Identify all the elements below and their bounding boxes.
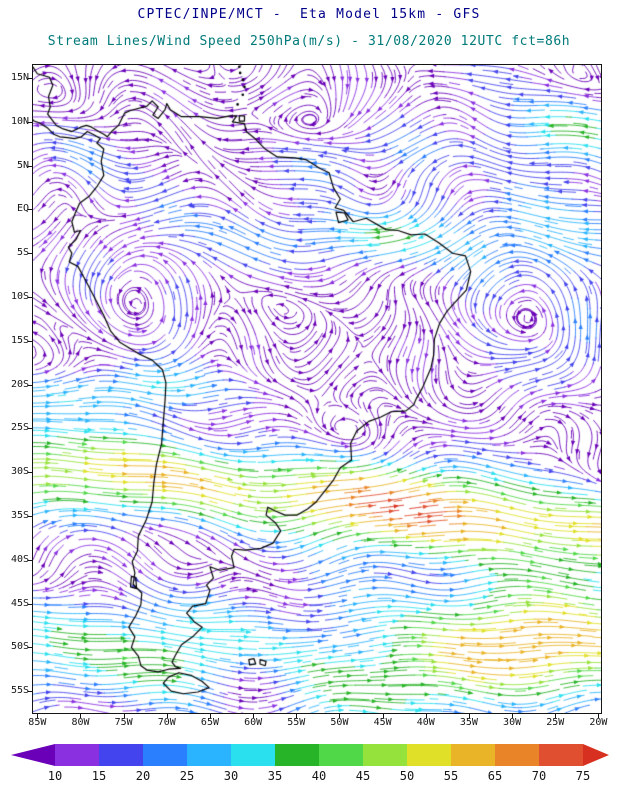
lat-tick-mark — [28, 691, 33, 693]
wind-speed-colorbar — [11, 744, 611, 766]
colorbar-label: 10 — [47, 769, 63, 783]
colorbar-label: 65 — [487, 769, 503, 783]
lat-tick-mark — [28, 297, 33, 299]
page-title: CPTEC/INPE/MCT - Eta Model 15km - GFS — [137, 7, 481, 22]
lon-tick-label: 65W — [200, 717, 219, 728]
lat-tick-mark — [28, 78, 33, 80]
lat-tick-mark — [28, 209, 33, 211]
colorbar-label: 15 — [91, 769, 107, 783]
lon-tick-mark — [37, 713, 39, 718]
lon-tick-label: 60W — [244, 717, 263, 728]
lon-tick-label: 20W — [589, 717, 608, 728]
colorbar-label: 35 — [267, 769, 283, 783]
lon-tick-label: 80W — [71, 717, 90, 728]
colorbar-segment — [451, 744, 495, 766]
lat-tick-mark — [28, 472, 33, 474]
lon-tick-mark — [80, 713, 82, 718]
lon-tick-mark — [296, 713, 298, 718]
lon-tick-mark — [598, 713, 600, 718]
lon-tick-mark — [253, 713, 255, 718]
colorbar-segment — [275, 744, 319, 766]
lon-tick-label: 70W — [157, 717, 176, 728]
colorbar-arrow-left — [11, 744, 55, 766]
lon-tick-mark — [555, 713, 557, 718]
lon-tick-label: 50W — [330, 717, 349, 728]
lat-tick-mark — [28, 428, 33, 430]
lon-tick-label: 55W — [287, 717, 306, 728]
lon-tick-mark — [166, 713, 168, 718]
colorbar-arrow-right — [583, 744, 609, 766]
lat-tick-label: 30S — [10, 466, 29, 478]
colorbar-segment — [495, 744, 539, 766]
lon-tick-mark — [382, 713, 384, 718]
lon-tick-label: 45W — [373, 717, 392, 728]
colorbar-label: 20 — [135, 769, 151, 783]
lat-tick-mark — [28, 384, 33, 386]
lat-tick-mark — [28, 165, 33, 167]
colorbar-segment — [231, 744, 275, 766]
colorbar-label: 55 — [443, 769, 459, 783]
streamline-map-canvas — [33, 65, 601, 713]
colorbar-label: 70 — [531, 769, 547, 783]
lat-tick-label: 40S — [10, 553, 29, 565]
lat-tick-label: 55S — [10, 685, 29, 697]
lon-tick-label: 40W — [416, 717, 435, 728]
colorbar-segment — [143, 744, 187, 766]
lon-tick-label: 25W — [546, 717, 565, 728]
lat-tick-mark — [28, 253, 33, 255]
colorbar-label: 30 — [223, 769, 239, 783]
colorbar-label: 45 — [355, 769, 371, 783]
lat-tick-mark — [28, 515, 33, 517]
lon-tick-mark — [425, 713, 427, 718]
lat-tick-mark — [28, 121, 33, 123]
lon-tick-label: 30W — [503, 717, 522, 728]
colorbar-segment — [187, 744, 231, 766]
colorbar-label: 50 — [399, 769, 415, 783]
lon-tick-mark — [209, 713, 211, 718]
lon-tick-mark — [123, 713, 125, 718]
lon-tick-mark — [512, 713, 514, 718]
lat-tick-label: 5N — [16, 159, 29, 171]
lon-tick-label: 35W — [459, 717, 478, 728]
colorbar-segment — [319, 744, 363, 766]
lat-tick-label: 45S — [10, 597, 29, 609]
colorbar-segment — [539, 744, 583, 766]
colorbar-labels: 10 15 20 25 30 35 40 45 50 55 65 70 75 — [11, 769, 611, 784]
colorbar-label: 25 — [179, 769, 195, 783]
lat-tick-mark — [28, 340, 33, 342]
lat-tick-label: 50S — [10, 641, 29, 653]
lon-tick-label: 85W — [28, 717, 47, 728]
colorbar-segment — [363, 744, 407, 766]
lon-tick-label: 75W — [114, 717, 133, 728]
colorbar-label: 75 — [575, 769, 591, 783]
lat-tick-label: 5S — [16, 247, 29, 259]
lat-tick-label: 25S — [10, 422, 29, 434]
lon-tick-mark — [339, 713, 341, 718]
lat-tick-label: 10S — [10, 291, 29, 303]
lat-tick-mark — [28, 559, 33, 561]
colorbar-segment — [99, 744, 143, 766]
lat-tick-mark — [28, 603, 33, 605]
lat-tick-label: 10N — [10, 115, 29, 127]
colorbar-segment — [55, 744, 99, 766]
lat-tick-label: 35S — [10, 509, 29, 521]
lat-tick-label: 20S — [10, 378, 29, 390]
page-subtitle: Stream Lines/Wind Speed 250hPa(m/s) - 31… — [47, 34, 571, 49]
lat-tick-label: 15N — [10, 72, 29, 84]
lon-tick-mark — [468, 713, 470, 718]
lat-tick-label: 15S — [10, 334, 29, 346]
lat-tick-label: EQ — [16, 203, 29, 215]
lat-tick-mark — [28, 647, 33, 649]
colorbar-segment — [407, 744, 451, 766]
map-area: 15N 10N 5N EQ 5S 10S 15S 20S 25S 30S 35S 40S 45S 50S 5… — [11, 64, 607, 728]
colorbar-label: 40 — [311, 769, 327, 783]
